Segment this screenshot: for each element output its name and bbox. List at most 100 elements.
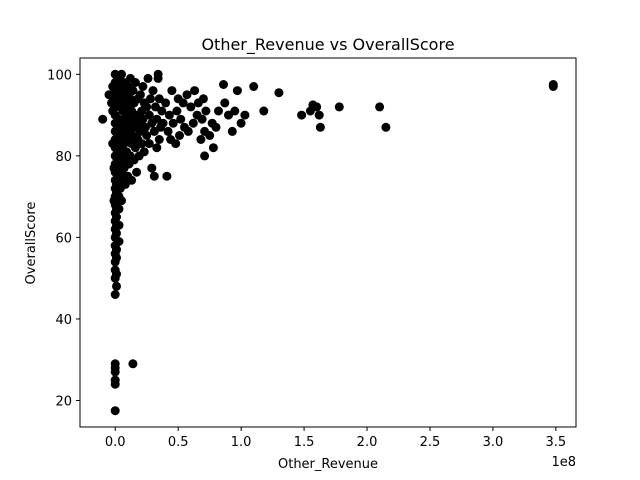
data-point <box>208 143 218 153</box>
x-axis-label: Other_Revenue <box>278 457 378 472</box>
data-point <box>128 359 138 369</box>
x-tick-label: 3.0 <box>483 435 504 450</box>
data-point <box>98 114 108 124</box>
data-point <box>334 102 344 112</box>
data-point <box>110 379 120 389</box>
data-point <box>112 253 121 263</box>
data-point <box>297 110 307 120</box>
data-point <box>144 110 154 120</box>
data-point <box>249 82 259 91</box>
data-point <box>128 86 138 96</box>
data-point <box>152 143 162 153</box>
y-tick-label: 80 <box>55 150 72 165</box>
x-tick-label: 3.5 <box>546 435 567 450</box>
data-point <box>112 281 121 291</box>
chart-title: Other_Revenue vs OverallScore <box>201 35 454 55</box>
data-point <box>114 220 124 230</box>
x-tick-label: 0.0 <box>105 435 126 450</box>
data-point <box>232 86 242 96</box>
data-point <box>197 114 207 124</box>
data-point <box>200 151 210 161</box>
data-point <box>143 73 153 83</box>
data-point <box>137 139 147 149</box>
data-point <box>110 406 120 416</box>
data-point <box>190 86 200 96</box>
data-point <box>162 171 172 181</box>
data-point <box>130 78 140 87</box>
data-point <box>146 94 155 104</box>
data-point <box>240 110 250 120</box>
x-tick-label: 2.5 <box>420 435 441 450</box>
data-point <box>161 98 171 108</box>
data-point <box>138 82 148 91</box>
data-point <box>314 110 324 120</box>
data-point <box>259 106 269 116</box>
data-point <box>214 106 223 116</box>
y-axis-label: OverallScore <box>24 202 39 285</box>
data-point <box>148 86 158 96</box>
data-point <box>114 204 124 214</box>
data-point <box>219 80 228 89</box>
data-point <box>157 106 167 116</box>
data-point <box>117 69 126 79</box>
data-point <box>236 118 246 128</box>
data-point <box>171 139 181 149</box>
data-point <box>274 88 284 98</box>
x-axis-offset-label: 1e8 <box>551 455 576 470</box>
data-point <box>110 290 120 299</box>
data-point <box>315 122 325 132</box>
y-tick-label: 40 <box>55 313 72 328</box>
data-point <box>201 106 211 116</box>
data-point <box>220 98 230 108</box>
data-point <box>153 73 163 83</box>
data-point <box>147 163 157 173</box>
x-tick-label: 1.0 <box>231 435 252 450</box>
data-point <box>132 167 142 177</box>
data-point <box>164 110 174 120</box>
data-point <box>112 269 121 279</box>
x-tick-label: 2.0 <box>357 435 378 450</box>
y-tick-label: 60 <box>55 231 72 246</box>
y-tick-label: 20 <box>55 394 72 409</box>
points-layer <box>98 69 558 416</box>
data-point <box>163 126 173 136</box>
data-point <box>144 139 154 149</box>
data-point <box>205 131 215 140</box>
data-point <box>172 106 182 116</box>
x-tick-label: 0.5 <box>168 435 189 450</box>
data-point <box>117 196 126 206</box>
plot-frame <box>79 57 577 428</box>
data-point <box>142 102 152 112</box>
data-point <box>198 94 208 104</box>
data-point <box>149 171 159 181</box>
data-point <box>312 102 322 112</box>
data-point <box>176 114 186 124</box>
data-point <box>112 212 121 222</box>
data-point <box>167 86 177 96</box>
data-point <box>375 102 385 112</box>
data-point <box>227 126 237 136</box>
data-point <box>114 237 124 246</box>
data-point <box>158 118 168 128</box>
data-point <box>186 102 196 112</box>
data-point <box>110 367 120 377</box>
data-point <box>196 135 206 144</box>
data-point <box>175 131 184 140</box>
data-point <box>135 90 145 100</box>
y-tick-label: 100 <box>47 68 72 83</box>
data-point <box>178 98 188 108</box>
data-point <box>127 175 137 185</box>
data-point <box>168 118 178 128</box>
data-point <box>381 122 391 132</box>
x-tick-label: 1.5 <box>294 435 315 450</box>
data-point <box>230 106 240 116</box>
data-point <box>112 245 121 255</box>
data-point <box>211 122 221 132</box>
y-axis: 20 40 60 80 100 <box>47 68 80 409</box>
data-point <box>188 118 198 128</box>
data-point <box>142 131 152 140</box>
x-axis: 0.0 0.5 1.0 1.5 2.0 2.5 3.0 3.5 <box>105 427 566 450</box>
data-point <box>548 82 558 91</box>
data-point <box>154 135 164 144</box>
